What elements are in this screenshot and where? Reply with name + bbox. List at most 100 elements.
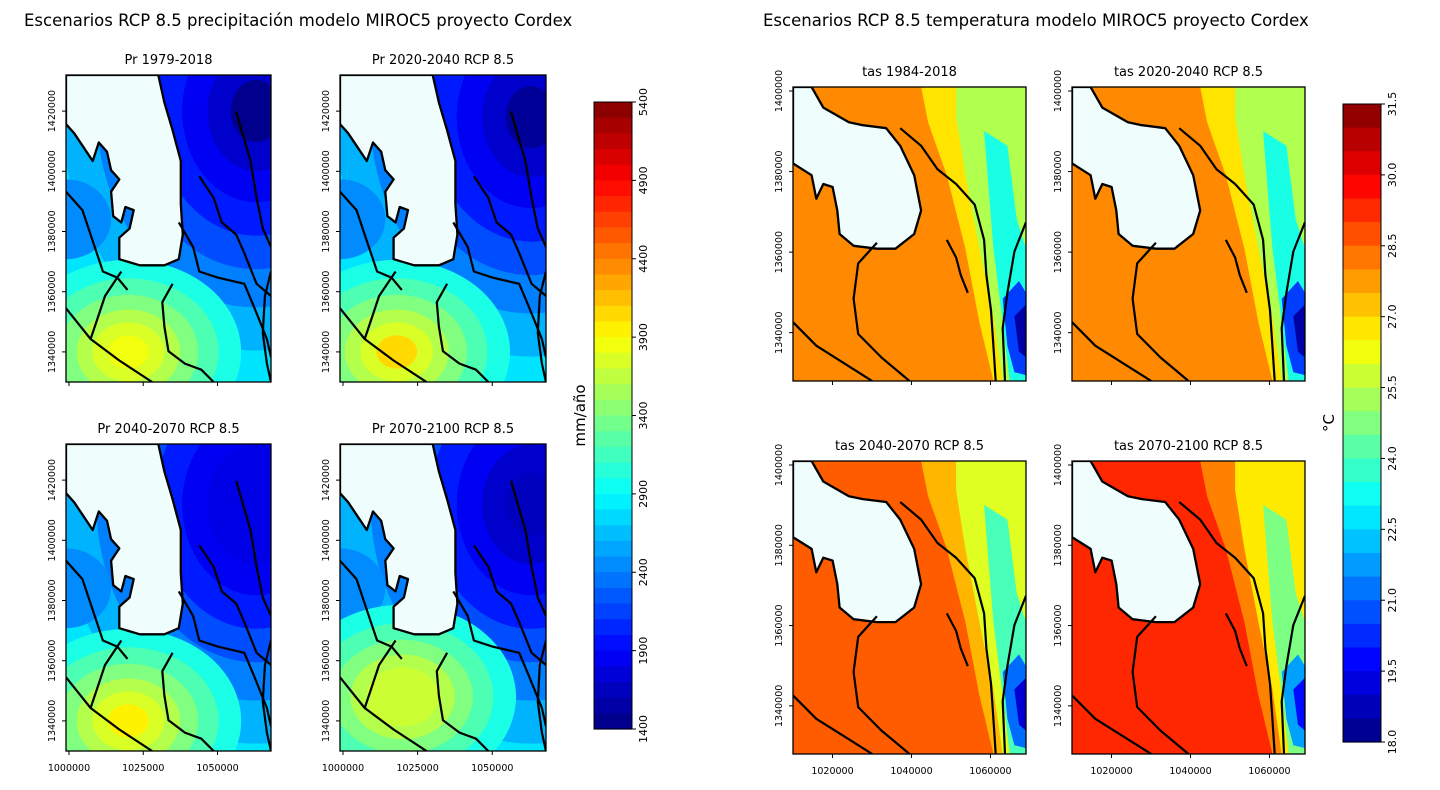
- precip-panel-4-ytick-label: 1360000: [321, 640, 332, 682]
- precip-colorbar-band: [594, 697, 632, 714]
- temp-panel-2-boundary: [1178, 127, 1276, 381]
- precip-figure-title: Escenarios RCP 8.5 precipitación modelo …: [24, 11, 573, 30]
- precip-colorbar: 1400 1900 2400 2900 3400 3900 4400 4900 5400 mm/a…: [571, 88, 650, 743]
- precip-panel-2-boundary: [536, 271, 546, 382]
- precip-colorbar-band: [594, 399, 632, 417]
- precip-panel-3-boundary: [66, 559, 129, 660]
- precip-panel-3-lake: [66, 444, 184, 636]
- precip-panel-1-boundary: [89, 270, 123, 340]
- precip-colorbar-band: [594, 556, 632, 573]
- precip-panel-2-ytick-label: 1360000: [321, 271, 332, 313]
- temp-panel-3-boundary: [1001, 595, 1026, 754]
- temp-panel-1-ytick-label: 1380000: [774, 150, 785, 192]
- precip-panel-2-boundary: [472, 175, 546, 297]
- temp-panel-1-title: tas 1984-2018: [862, 65, 957, 80]
- precip-panel-2-boundary: [509, 111, 546, 248]
- temp-panel-2-ytick-label: 1340000: [1053, 312, 1064, 354]
- temp-colorbar-band: [1343, 576, 1381, 601]
- temp-panel-1-frame: [792, 86, 1027, 382]
- precip-panel-3-xtick-label: 1025000: [122, 763, 164, 774]
- temp-panel-2-ytick-label: 1400000: [1053, 70, 1064, 112]
- precip-colorbar-band: [594, 274, 632, 291]
- precip-panel-3-ytick-label: 1360000: [47, 640, 58, 682]
- temp-panel-1-ytick-label: 1400000: [774, 70, 785, 112]
- precip-panel-4-boundary: [435, 652, 490, 751]
- temp-panel-3-xtick-label: 1040000: [890, 766, 932, 777]
- precip-colorbar-tick-label: 4900: [637, 166, 650, 194]
- temp-colorbar-band: [1343, 127, 1381, 152]
- temp-panel-3-boundary: [852, 615, 911, 754]
- temp-colorbar-band: [1343, 458, 1381, 483]
- precip-colorbar-band: [594, 321, 632, 338]
- temp-colorbar-band: [1343, 600, 1381, 625]
- temp-colorbar-band: [1343, 245, 1381, 271]
- temp-panel-4-ytick-label: 1380000: [1053, 524, 1064, 566]
- precip-panel-3-ytick-label: 1380000: [47, 579, 58, 621]
- precip-colorbar-band: [594, 446, 632, 464]
- temp-panel-4-ytick-label: 1400000: [1053, 444, 1064, 486]
- precip-panel-3-boundary: [161, 652, 215, 751]
- precip-panel-2-boundary: [340, 307, 428, 382]
- precip-panel-3-xtick-label: 1050000: [196, 763, 238, 774]
- precip-panel-3-cool-band: [108, 704, 149, 738]
- temp-panel-4-xtick-label: 1040000: [1169, 766, 1211, 777]
- temp-colorbar-tick-label: 21.0: [1386, 588, 1399, 613]
- temp-panel-2-ytick-label: 1380000: [1053, 150, 1064, 192]
- precip-colorbar-tick-label: 5400: [637, 88, 650, 116]
- precip-colorbar-band: [594, 227, 632, 244]
- temp-colorbar-band: [1343, 647, 1381, 672]
- temp-panel-4-frame: [1071, 460, 1306, 755]
- precip-panel-4-boundary: [509, 480, 546, 617]
- precip-colorbar-tick-label: 2900: [637, 480, 650, 508]
- precip-colorbar-band: [594, 243, 632, 260]
- precip-panel-4-ytick-label: 1420000: [321, 459, 332, 501]
- temp-colorbar-tick-label: 30.0: [1386, 163, 1399, 188]
- temp-panel-2-boundary: [1280, 221, 1305, 381]
- precip-colorbar-band: [594, 431, 632, 448]
- temp-panel-4-ytick-label: 1360000: [1053, 604, 1064, 646]
- precip-panel-4-boundary: [340, 559, 403, 660]
- precip-panel-1-boundary: [261, 271, 271, 382]
- precip-panel-1-cool-band: [108, 335, 149, 369]
- precip-panel-2-lake: [340, 75, 459, 267]
- precip-colorbar-tick-label: 4400: [637, 245, 650, 273]
- temp-panel-4-boundary: [1131, 615, 1190, 754]
- temp-panel-3-frame: [792, 460, 1027, 755]
- precip-panel-1-boundary: [198, 175, 271, 297]
- temp-panel-3-xtick-label: 1060000: [969, 766, 1011, 777]
- precip-panel-1-frame: [65, 74, 272, 383]
- temp-colorbar-band: [1343, 411, 1381, 436]
- precip-panel-3-ytick-label: 1340000: [47, 700, 58, 742]
- precip-panel-3-ytick-label: 1420000: [47, 459, 58, 501]
- precip-panel-4-field: [340, 444, 546, 751]
- temp-panel-4-title: tas 2070-2100 RCP 8.5: [1114, 439, 1263, 454]
- precip-panel-2-boundary: [340, 190, 403, 291]
- precip-panel-2-field: [340, 75, 546, 382]
- precip-panel-4-title: Pr 2070-2100 RCP 8.5: [372, 422, 514, 437]
- temp-panel-3-title: tas 2040-2070 RCP 8.5: [835, 439, 984, 454]
- temp-panel-1-ytick-label: 1360000: [774, 231, 785, 273]
- precip-panel-1-ytick-label: 1400000: [47, 150, 58, 192]
- temp-colorbar-band: [1343, 671, 1381, 696]
- temp-colorbar-band: [1343, 340, 1381, 365]
- precip-panel-2-west-lobe: [340, 179, 386, 260]
- temp-colorbar-band: [1343, 269, 1381, 294]
- precip-panel-1-west-lobe: [66, 179, 112, 260]
- temp-panel-2-field: [1072, 87, 1305, 381]
- temp-panel-2-lake: [1072, 87, 1202, 250]
- precip-colorbar-band: [594, 666, 632, 683]
- precip-colorbar-band: [594, 102, 632, 119]
- precip-colorbar-band: [594, 540, 632, 558]
- temp-panel-3-ytick-label: 1400000: [774, 444, 785, 486]
- temp-panel-2-frame: [1071, 86, 1306, 382]
- precip-panel-4-cool-band: [382, 680, 424, 714]
- temp-panel-4-lake: [1072, 461, 1202, 624]
- temp-colorbar: 18.0 19.5 21.0 22.5 24.0 25.5 27.0 28.5 30.0 31.5…: [1320, 92, 1399, 755]
- precip-panel-4-ytick-label: 1380000: [321, 579, 332, 621]
- precip-panel-1-ytick-label: 1340000: [47, 331, 58, 373]
- precip-panel-2-boundary: [363, 270, 397, 340]
- precip-panel-3-frame: [65, 443, 272, 752]
- precip-panel-4-frame: [339, 443, 547, 752]
- temp-colorbar-band: [1343, 552, 1381, 578]
